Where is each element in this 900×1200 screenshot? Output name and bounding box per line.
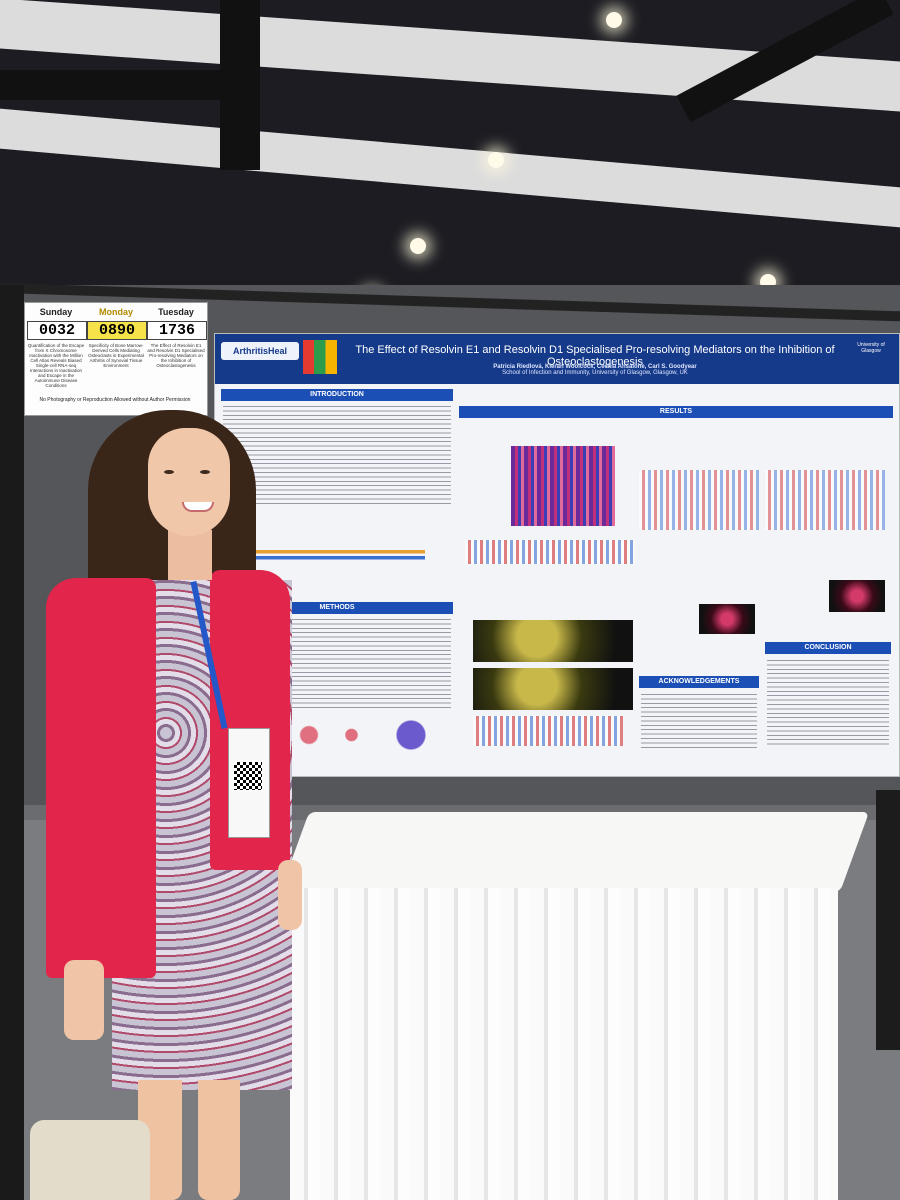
schedule-poster-title: Specificity of Bone Marrow-Derived Cells…: [88, 343, 144, 368]
schedule-day-label: Monday: [98, 307, 133, 317]
introduction-diagram: [255, 508, 425, 568]
presenter-neck: [168, 530, 212, 580]
draped-table-top: [280, 812, 870, 892]
arthritisheal-logo: ArthritisHeal: [221, 342, 299, 360]
presenter-hand: [278, 860, 302, 930]
schedule-poster-title: The Effect of Resolvin E1 and Resolvin D…: [147, 343, 205, 368]
schedule-day-label: Tuesday: [158, 307, 194, 317]
presenter-eye: [164, 470, 174, 474]
author-list: Patricia Riedlová, Kieran Woolcock, Ceci…: [493, 364, 697, 370]
schedule-footer: No Photography or Reproduction Allowed w…: [39, 397, 191, 403]
tote-bag: [30, 1120, 150, 1200]
university-logo: University of Glasgow: [857, 342, 885, 354]
ceiling-light: [410, 238, 426, 254]
schedule-day-label: Sunday: [39, 307, 73, 317]
ceiling-beam: [0, 108, 900, 228]
presenter-smile: [182, 502, 214, 512]
ceiling-light: [606, 12, 622, 28]
board-stand: [876, 790, 900, 1050]
acknowledgements-text: [641, 692, 757, 748]
schedule-poster-number: 0032: [27, 321, 87, 340]
section-heading-acknowledgements: ACKNOWLEDGEMENTS: [639, 676, 759, 688]
section-heading-conclusion: CONCLUSION: [765, 642, 891, 654]
bar-chart-figure: [465, 540, 635, 564]
ceiling-light: [488, 152, 504, 168]
heatmap-figure: [511, 446, 615, 526]
microscopy-figure: [829, 580, 885, 612]
conclusion-text: [767, 658, 889, 746]
section-heading-introduction: INTRODUCTION: [221, 389, 453, 401]
presenter-eye: [200, 470, 210, 474]
presenter-jacket: [46, 578, 156, 978]
presenter-leg: [198, 1080, 240, 1200]
section-heading-results: RESULTS: [459, 406, 893, 418]
introduction-text: [223, 404, 451, 504]
presenter-hand: [64, 960, 104, 1040]
schedule-poster-number: 1736: [147, 321, 207, 340]
poster-title: The Effect of Resolvin E1 and Resolvin D…: [355, 344, 835, 368]
board-stand: [0, 285, 24, 1200]
schedule-poster-title: Quantification of the Escape from X Chro…: [27, 343, 85, 388]
qr-code: [234, 762, 262, 790]
ceiling-truss: [0, 70, 260, 100]
microscopy-figure: [473, 668, 633, 710]
ceiling: [0, 0, 900, 300]
microscopy-figure: [699, 604, 755, 634]
bar-chart-figure: [765, 470, 885, 530]
affiliation: School of Infection and Immunity, Univer…: [502, 370, 688, 376]
poster-authors: Patricia Riedlová, Kieran Woolcock, Ceci…: [345, 364, 845, 376]
schedule-poster-number: 0890: [87, 321, 147, 340]
marie-curie-logo: [303, 340, 337, 374]
table-skirt: [290, 888, 838, 1200]
microscopy-figure: [473, 620, 633, 662]
poster-header: ArthritisHeal The Effect of Resolvin E1 …: [215, 334, 899, 384]
presenter-face: [148, 428, 230, 536]
bar-chart-figure: [473, 716, 623, 746]
research-poster: ArthritisHeal The Effect of Resolvin E1 …: [214, 333, 900, 777]
bar-chart-figure: [639, 470, 759, 530]
methods-diagram: [275, 712, 445, 758]
schedule-card: Sunday Monday Tuesday 0032 0890 1736 Qua…: [24, 302, 208, 416]
